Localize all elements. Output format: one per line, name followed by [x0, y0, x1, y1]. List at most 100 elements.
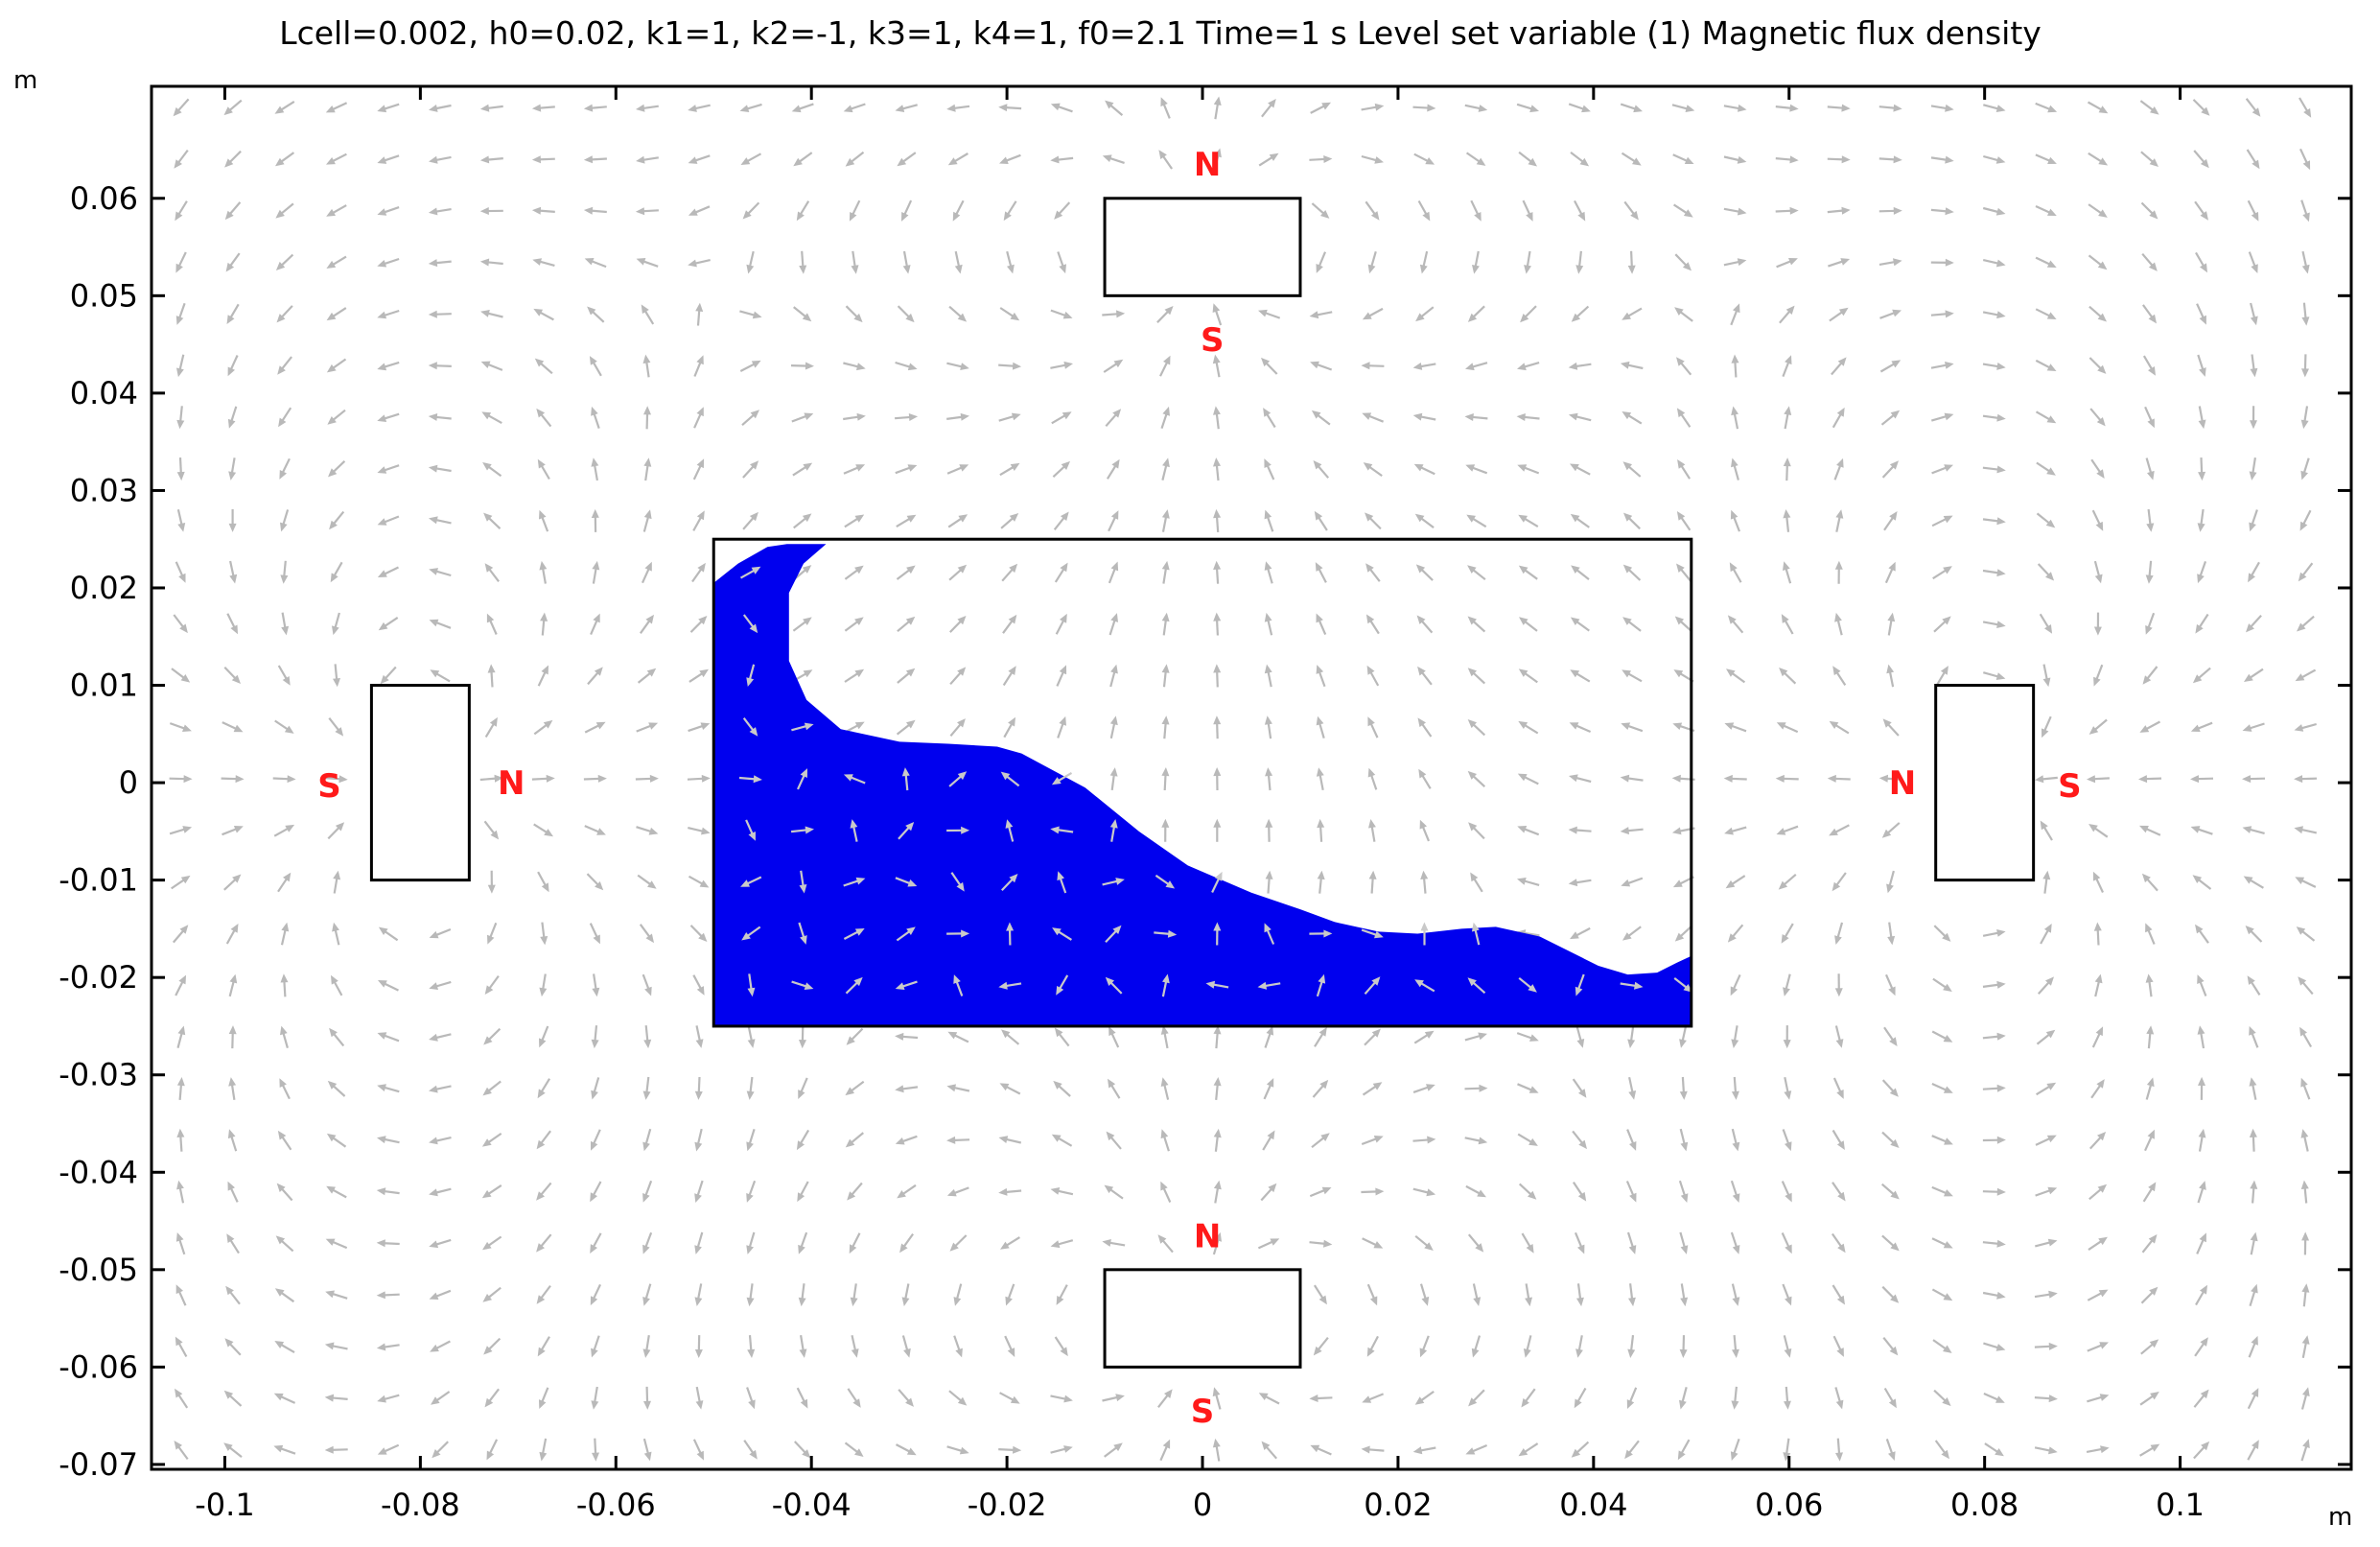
flux-arrow	[2143, 1129, 2155, 1152]
flux-arrow	[1465, 464, 1488, 475]
flux-arrow	[1316, 665, 1326, 688]
flux-arrow	[584, 825, 606, 835]
flux-arrow	[901, 1283, 910, 1306]
flux-arrow	[1575, 1025, 1585, 1048]
flux-arrow	[1730, 1180, 1740, 1203]
flux-arrow	[2140, 151, 2158, 167]
flux-arrow	[1312, 1079, 1329, 1098]
flux-arrow	[227, 1181, 239, 1203]
flux-arrow	[2088, 203, 2108, 218]
flux-arrow	[1365, 512, 1382, 530]
flux-arrow	[1834, 560, 1843, 584]
flux-arrow	[1002, 666, 1016, 687]
x-tick-label: -0.04	[772, 1487, 852, 1523]
flux-arrow	[2245, 98, 2261, 117]
flux-arrow	[2300, 1077, 2311, 1100]
flux-arrow	[377, 515, 400, 526]
flux-arrow	[228, 457, 237, 481]
flux-arrow	[2248, 561, 2260, 583]
flux-arrow	[2197, 1181, 2206, 1204]
flux-arrow	[695, 302, 704, 326]
flux-arrow	[380, 666, 397, 685]
flux-arrow	[1264, 664, 1272, 688]
flux-arrow	[591, 1386, 599, 1410]
flux-arrow	[1775, 774, 1799, 783]
flux-arrow	[2144, 406, 2155, 429]
flux-arrow	[1311, 202, 1330, 219]
flux-arrow	[2197, 508, 2205, 532]
flux-arrow	[1108, 613, 1118, 636]
flux-arrow	[1316, 613, 1327, 636]
flux-arrow	[377, 412, 400, 422]
flux-arrow	[1517, 464, 1540, 475]
flux-arrow	[591, 508, 599, 532]
flux-arrow	[483, 1337, 502, 1355]
flux-arrow	[1881, 822, 1901, 838]
flux-arrow	[1730, 303, 1740, 326]
flux-arrow	[948, 771, 968, 787]
flux-arrow	[946, 826, 970, 834]
flux-arrow	[2034, 1342, 2058, 1350]
flux-arrow	[1775, 206, 1799, 215]
flux-arrow	[1159, 1439, 1171, 1462]
flux-arrow	[1827, 155, 1851, 164]
flux-arrow	[326, 307, 347, 321]
flux-arrow	[1832, 1182, 1846, 1202]
flux-arrow	[1361, 362, 1385, 370]
flux-arrow	[1517, 1133, 1538, 1146]
flux-arrow	[1106, 458, 1120, 480]
flux-arrow	[1161, 818, 1170, 842]
flux-arrow	[1104, 1184, 1124, 1200]
flux-arrow	[1727, 924, 1744, 943]
pole-label-s: S	[1201, 321, 1225, 360]
flux-arrow	[641, 304, 655, 325]
pole-label-n: N	[1194, 146, 1221, 184]
axis-frame	[150, 84, 2353, 1471]
flux-arrow	[1572, 1078, 1587, 1098]
flux-arrow	[2295, 877, 2317, 888]
flux-arrow	[742, 460, 759, 479]
flux-arrow	[1309, 155, 1333, 163]
flux-arrow	[843, 362, 866, 371]
flux-arrow	[1881, 1131, 1900, 1148]
flux-arrow	[1057, 251, 1066, 274]
flux-arrow	[1679, 1231, 1689, 1254]
flux-arrow	[1983, 1342, 2006, 1351]
flux-arrow	[2249, 1128, 2257, 1152]
flux-arrow	[694, 1180, 704, 1203]
flux-arrow	[1466, 514, 1487, 528]
flux-arrow	[1982, 363, 2006, 370]
flux-arrow	[1679, 1128, 1689, 1152]
flux-arrow	[1878, 155, 1902, 164]
flux-arrow	[2197, 354, 2206, 377]
flux-arrow	[1783, 561, 1792, 584]
flux-arrow	[175, 561, 186, 583]
flux-arrow	[1315, 562, 1327, 583]
container-outline	[712, 537, 1693, 1028]
flux-arrow	[1626, 1387, 1638, 1409]
flux-arrow	[2093, 664, 2104, 687]
flux-arrow	[1213, 715, 1222, 739]
flux-arrow	[540, 612, 548, 636]
flux-arrow	[895, 980, 918, 990]
flux-arrow	[1105, 409, 1122, 428]
flux-arrow	[223, 1390, 243, 1407]
flux-arrow	[1881, 460, 1899, 479]
flux-arrow	[1878, 258, 1902, 267]
flux-arrow	[1361, 1187, 1385, 1196]
flux-arrow	[1518, 514, 1539, 528]
flux-arrow	[636, 104, 659, 112]
flux-arrow	[2247, 975, 2261, 996]
flux-arrow	[377, 1084, 400, 1093]
flux-arrow	[746, 1231, 756, 1254]
flux-arrow	[1887, 612, 1896, 636]
flux-arrow	[226, 613, 238, 635]
flux-arrow	[1161, 560, 1170, 584]
flux-arrow	[2300, 199, 2310, 223]
flux-arrow	[694, 1231, 704, 1254]
flux-arrow	[1835, 509, 1844, 532]
flux-arrow	[429, 1187, 452, 1197]
flux-arrow	[1931, 1082, 1953, 1093]
flux-arrow	[1523, 1335, 1532, 1358]
flux-arrow	[2242, 775, 2266, 784]
